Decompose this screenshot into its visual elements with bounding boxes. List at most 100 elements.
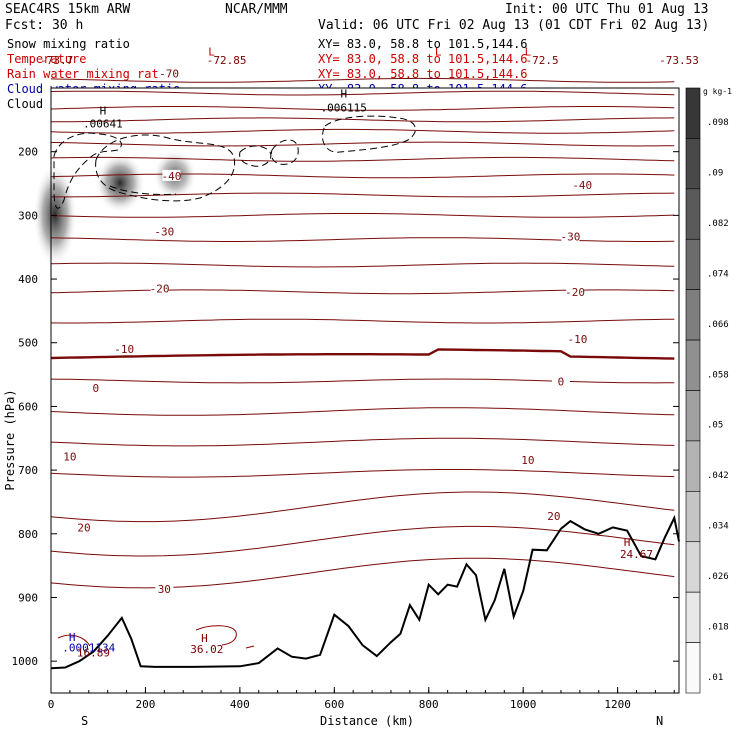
colorbar-label: .09	[707, 169, 723, 179]
extremum-label: .0001134	[62, 642, 115, 655]
field-xy: XY= 83.0, 58.8 to 101.5,144.6	[318, 52, 528, 66]
cloud-ice-contour	[321, 115, 416, 153]
temperature-isotherms	[50, 77, 675, 589]
isotherm-label-bg	[518, 453, 537, 465]
extremum-label: 36.02	[190, 643, 223, 656]
isotherm-label: 0	[558, 376, 565, 389]
y-axis-label: Pressure (hPa)	[3, 389, 17, 490]
isotherm-label: -20	[565, 286, 585, 299]
x-tick-label: 400	[230, 698, 250, 711]
isotherm-label-bg	[155, 583, 174, 595]
plot-frame	[50, 87, 680, 694]
y-tick-label: 600	[18, 400, 38, 413]
extremum-label: H	[624, 536, 631, 549]
isotherm-label-bg	[566, 285, 585, 297]
field-xy: XY= 83.0, 58.8 to 101.5,144.6	[318, 67, 528, 81]
rain-water-contour	[57, 625, 255, 649]
isotherm-label: -30	[560, 230, 580, 243]
extremum-label: H	[201, 632, 208, 645]
y-tick-label: 1000	[12, 655, 39, 668]
extremum-label: H	[100, 105, 107, 118]
extremum-label: -72.85	[207, 54, 247, 67]
isotherm-label-bg	[115, 343, 134, 355]
isotherm-label-bg	[544, 509, 563, 521]
colorbar-bin	[685, 642, 701, 694]
isotherm-label-bg	[561, 230, 580, 242]
terrain-line	[50, 514, 680, 670]
rain-water-contour-line	[195, 625, 237, 646]
isotherm-label-bg	[150, 282, 169, 294]
colorbar-bin	[685, 289, 701, 341]
isotherm-label: 20	[547, 510, 560, 523]
y-tick-label: 400	[18, 273, 38, 286]
isotherm-line	[50, 262, 675, 268]
y-tick-label: 800	[18, 528, 38, 541]
x-tick-label: 0	[48, 698, 55, 711]
colorbar-bin	[685, 440, 701, 492]
extremum-label: H	[69, 631, 76, 644]
rain-water-contour-line	[245, 645, 255, 649]
extremum-label: .00641	[83, 117, 123, 130]
field-name: Snow mixing ratio	[7, 37, 130, 51]
isotherm-line	[50, 90, 675, 96]
isotherm-line	[50, 117, 675, 123]
isotherm-line	[50, 491, 675, 523]
y-tick-label: 500	[18, 337, 38, 350]
isotherm-label-bg	[155, 225, 174, 237]
isotherm-label: -70	[159, 67, 179, 80]
isotherm-label-bg	[86, 381, 105, 393]
colorbar: .098 .09 .082 .074 .066 .058 .05 .042 .034 .026 .0…	[685, 87, 729, 694]
colorbar-bin	[685, 238, 701, 290]
colorbar-label: .058	[707, 370, 729, 380]
colorbar-label: .05	[707, 421, 723, 431]
colorbar-bin	[685, 138, 701, 190]
snow-blob	[95, 153, 145, 213]
isotherm-line	[50, 378, 675, 384]
isotherm-label-bg	[573, 178, 592, 190]
isotherm-label: -20	[150, 283, 170, 296]
isotherm-line	[50, 407, 675, 416]
isotherm-line	[50, 173, 675, 179]
y-tick-label: 200	[18, 146, 38, 159]
extremum-label: L	[208, 46, 215, 59]
cloud-ice-contours	[53, 115, 416, 209]
header-valid: Valid: 06 UTC Fri 02 Aug 13 (01 CDT Fri …	[318, 18, 709, 33]
colorbar-label: .034	[707, 522, 729, 532]
colorbar-bin	[685, 591, 701, 643]
cloud-ice-contour	[53, 132, 122, 209]
y-tick-label: 900	[18, 591, 38, 604]
terrain-profile	[50, 514, 680, 670]
colorbar-label: .01	[707, 673, 723, 683]
isotherm-label-bg	[551, 375, 570, 387]
isotherm-label-bg	[568, 332, 587, 344]
field-name: Temperature	[7, 52, 86, 66]
x-end-north: N	[656, 714, 663, 728]
extremum-label: -73.7	[40, 54, 73, 67]
cloud-ice-contour	[270, 139, 299, 165]
colorbar-bin	[685, 541, 701, 593]
extremum-label: -72.5	[526, 54, 559, 67]
isotherm-label: -40	[572, 179, 592, 192]
header-fcst: Fcst: 30 h	[5, 18, 83, 33]
x-tick-label: 1200	[604, 698, 631, 711]
field-name: Rain water mixing ratio	[7, 67, 173, 81]
axes	[50, 87, 680, 694]
colorbar-bin	[685, 491, 701, 543]
isotherm-line	[50, 156, 675, 162]
colorbar-label: .082	[707, 219, 729, 229]
isotherm-label: -40	[161, 170, 181, 183]
isotherm-line	[50, 77, 675, 83]
extremum-label: 24.67	[620, 548, 653, 561]
cloud-ice-contour	[239, 145, 272, 167]
isotherm-line	[50, 557, 675, 589]
colorbar-unit: g kg-1	[703, 87, 732, 96]
extremum-label: L	[435, 46, 442, 59]
isotherm-line	[50, 348, 675, 360]
x-tick-label: 600	[324, 698, 344, 711]
isotherm-line	[50, 469, 675, 478]
colorbar-label: .098	[707, 118, 729, 128]
cloud-ice-contour	[95, 134, 236, 202]
x-axis-label: Distance (km)	[320, 714, 414, 728]
isotherm-line	[50, 128, 675, 134]
